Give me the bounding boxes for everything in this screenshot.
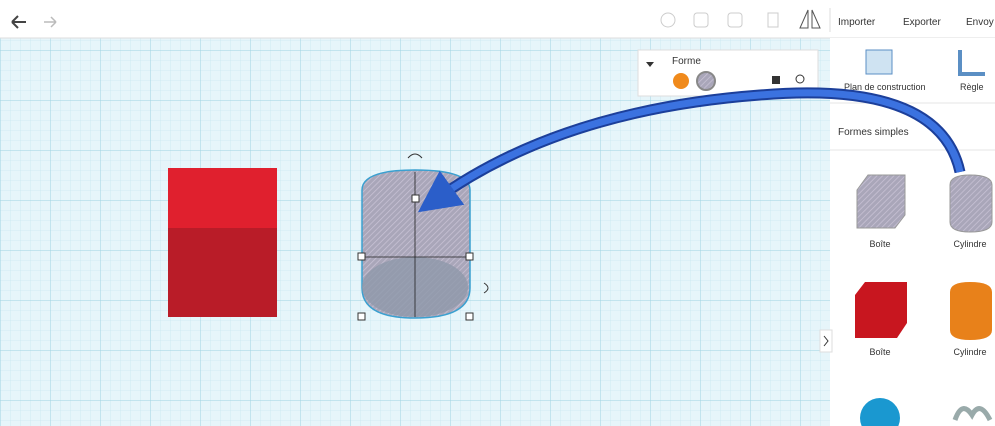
box-shape[interactable] — [855, 282, 907, 338]
handles[interactable] — [357, 194, 474, 321]
tool-icon[interactable] — [727, 12, 743, 28]
ruler-label[interactable]: Règle — [960, 82, 984, 92]
shape-label[interactable]: Boîte — [869, 239, 890, 249]
workplane-icon[interactable] — [865, 49, 893, 75]
tool-icon[interactable] — [693, 12, 709, 28]
shape-label[interactable]: Cylindre — [953, 347, 986, 357]
solid-option[interactable] — [673, 73, 689, 89]
sphere-shape[interactable] — [860, 398, 900, 426]
import-button[interactable]: Importer — [838, 17, 876, 28]
light-icon[interactable] — [795, 74, 805, 84]
redo[interactable] — [44, 16, 57, 28]
annotation-arrow — [417, 89, 964, 213]
tool-icon[interactable] — [660, 12, 676, 28]
red-box-side[interactable] — [168, 228, 277, 317]
cylinder-shape[interactable] — [950, 282, 992, 340]
shape-panel-title: Forme — [672, 56, 701, 67]
scribble-shape[interactable] — [952, 406, 993, 422]
lock-icon[interactable] — [772, 76, 780, 84]
sidebar-toggle[interactable] — [819, 329, 833, 353]
ruler-icon[interactable] — [958, 50, 985, 76]
red-box[interactable] — [168, 168, 277, 228]
undo[interactable] — [11, 15, 26, 29]
mirror-icon[interactable] — [799, 9, 821, 29]
toolbar — [0, 0, 995, 38]
workplane-label[interactable]: Plan de construction — [844, 82, 926, 92]
hole-option[interactable] — [696, 71, 716, 91]
rotate-handle[interactable] — [483, 282, 489, 294]
shape-label[interactable]: Cylindre — [953, 239, 986, 249]
send-button[interactable]: Envoy — [966, 17, 994, 28]
cylinder-hole-shape[interactable] — [949, 174, 993, 233]
shape-label[interactable]: Boîte — [869, 347, 890, 357]
export-button[interactable]: Exporter — [903, 17, 941, 28]
rotate-handle[interactable] — [407, 153, 423, 159]
section-title[interactable]: Formes simples — [838, 127, 909, 138]
tool-icon[interactable] — [767, 12, 779, 28]
collapse-icon[interactable] — [646, 62, 654, 67]
box-hole-shape[interactable] — [856, 174, 906, 229]
